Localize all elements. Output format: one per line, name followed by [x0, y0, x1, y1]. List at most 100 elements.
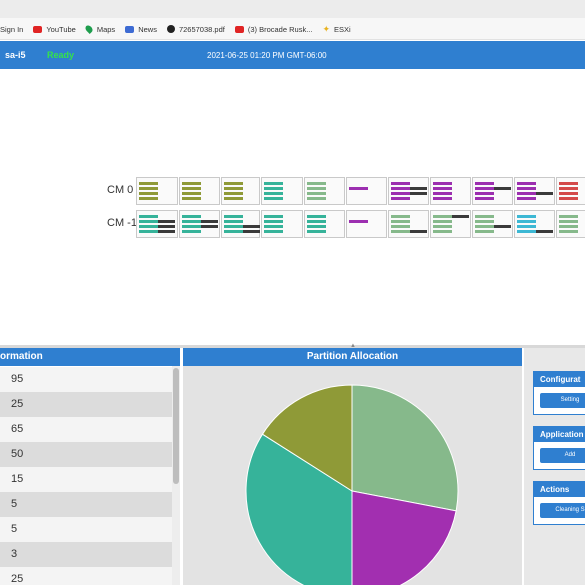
slot-bar [517, 230, 536, 233]
partition-cell[interactable] [136, 177, 178, 205]
slot-bar-dark [410, 192, 427, 195]
slot-bar [307, 225, 326, 228]
slot-bar [139, 220, 158, 223]
bookmark-youtube[interactable]: YouTube [33, 24, 76, 34]
section-title: Application [534, 427, 585, 442]
partition-cell[interactable] [472, 210, 513, 238]
setting-button[interactable]: Setting [540, 393, 585, 408]
partition-cell[interactable] [179, 210, 220, 238]
bookmark-label: (3) Brocade Rusk... [247, 24, 313, 34]
slot-bar [391, 192, 410, 195]
partition-pie-chart [245, 384, 459, 585]
slot-bar [182, 182, 201, 185]
slot-bar [433, 197, 452, 200]
pie-chart-area [183, 366, 522, 585]
table-row[interactable]: 50 [0, 442, 172, 467]
youtube-icon [234, 25, 244, 33]
cleaning-s-button[interactable]: Cleaning S [540, 503, 585, 518]
slot-bar [307, 192, 326, 195]
partition-cell[interactable] [346, 177, 387, 205]
row-value: 25 [11, 573, 24, 585]
cm-row-label: CM 0 [107, 184, 134, 196]
partition-cell[interactable] [304, 210, 345, 238]
slot-bar [224, 225, 243, 228]
slot-bar [182, 215, 201, 218]
partition-cell[interactable] [261, 177, 303, 205]
panel-divider[interactable] [0, 345, 585, 348]
slot-bar [517, 220, 536, 223]
slot-bar [559, 225, 578, 228]
slot-bar [224, 182, 243, 185]
slot-bar-dark [158, 225, 175, 228]
partition-cell[interactable] [179, 177, 220, 205]
slot-bar [139, 215, 158, 218]
cm-row-label: CM -1 [107, 217, 137, 229]
add-button[interactable]: Add [540, 448, 585, 463]
slot-bar-dark [201, 225, 218, 228]
table-row[interactable]: 95 [0, 367, 172, 392]
slot-bar [559, 220, 578, 223]
bookmark-72657038-pdf[interactable]: 72657038.pdf [166, 25, 225, 34]
partition-cell[interactable] [388, 177, 429, 205]
map-pin-icon [83, 24, 94, 34]
info-scrollbar[interactable] [172, 366, 180, 585]
slot-bar [264, 187, 283, 190]
star-icon: ✦ [322, 23, 330, 34]
partition-cell[interactable] [514, 177, 555, 205]
slot-bar [517, 182, 536, 185]
pie-slice-3[interactable] [261, 384, 353, 492]
table-row[interactable]: 25 [0, 567, 172, 585]
section-title: Configurat [534, 372, 585, 387]
partition-cell[interactable] [304, 177, 345, 205]
partition-cell[interactable] [430, 210, 471, 238]
bookmark-esxi[interactable]: ✦ ESXi [322, 24, 350, 35]
partition-cell[interactable] [472, 177, 513, 205]
slot-bar [224, 215, 243, 218]
table-row[interactable]: 65 [0, 417, 172, 442]
scrollbar-thumb[interactable] [173, 368, 179, 484]
table-row[interactable]: 5 [0, 517, 172, 542]
table-row[interactable]: 25 [0, 392, 172, 417]
slot-bar [433, 225, 452, 228]
slot-bar [264, 197, 283, 200]
slot-bar-dark [494, 225, 511, 228]
slot-bar [307, 230, 326, 233]
bookmark-sign-in[interactable]: Sign In [0, 25, 23, 34]
slot-bar [433, 230, 452, 233]
slot-bar [349, 220, 368, 223]
slot-bar [391, 197, 410, 200]
bookmark-3-brocade-rusk[interactable]: (3) Brocade Rusk... [234, 24, 313, 34]
partition-cell[interactable] [136, 210, 178, 238]
slot-bar [517, 215, 536, 218]
partition-cell[interactable] [556, 210, 585, 238]
partition-cell[interactable] [261, 210, 303, 238]
partition-cell[interactable] [556, 177, 585, 205]
pie-slice-2[interactable] [245, 433, 353, 585]
partition-cell[interactable] [430, 177, 471, 205]
slot-bar [307, 215, 326, 218]
bookmark-label: ESXi [334, 24, 351, 34]
partition-panel-title: Partition Allocation [306, 351, 399, 362]
bookmark-news[interactable]: News [125, 25, 157, 34]
slot-bar [182, 197, 201, 200]
slot-bar [559, 187, 578, 190]
slot-bar [349, 187, 368, 190]
host-name: sa-i5 [5, 50, 26, 60]
partition-cell[interactable] [514, 210, 555, 238]
resize-grip-icon[interactable]: ▲ [350, 343, 356, 349]
slot-bar [139, 225, 158, 228]
table-row[interactable]: 5 [0, 492, 172, 517]
partition-cell[interactable] [346, 210, 387, 238]
slot-bar-dark [536, 230, 553, 233]
table-row[interactable]: 3 [0, 542, 172, 567]
pie-slice-1[interactable] [351, 490, 457, 585]
pie-slice-0[interactable] [351, 384, 459, 512]
partition-cell[interactable] [221, 177, 260, 205]
partition-cell[interactable] [221, 210, 260, 238]
table-row[interactable]: 15 [0, 467, 172, 492]
slot-bar-dark [410, 230, 427, 233]
partition-cell[interactable] [388, 210, 429, 238]
bookmark-maps[interactable]: Maps [83, 24, 115, 34]
slot-bar [391, 225, 410, 228]
bookmark-label: YouTube [46, 24, 76, 34]
